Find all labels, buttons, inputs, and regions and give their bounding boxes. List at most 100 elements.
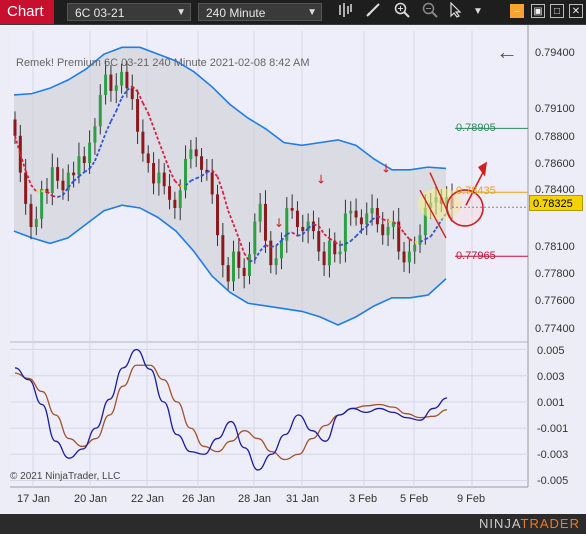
candle-body <box>317 231 321 252</box>
copyright-text: © 2021 NinjaTrader, LLC <box>10 471 121 482</box>
instrument-selector[interactable]: 6C 03-21 ▼ <box>67 3 191 21</box>
moving-average-segment <box>376 215 384 220</box>
tile-button[interactable]: ▣ <box>531 4 545 18</box>
band-fill <box>14 47 446 326</box>
candle-body <box>311 221 315 232</box>
moving-average-segment <box>30 184 38 193</box>
candle-body <box>263 203 267 241</box>
candle-body <box>82 156 86 164</box>
osc-tick: -0.005 <box>537 475 569 487</box>
moving-average-segment <box>120 89 128 99</box>
date-tick: 5 Feb <box>400 493 429 505</box>
candle-body <box>274 258 278 266</box>
moving-average-segment <box>237 237 246 254</box>
moving-average-segment <box>270 244 277 248</box>
candle-body <box>120 71 124 86</box>
candle-body <box>130 88 134 100</box>
candle-body <box>295 210 299 228</box>
candle-body <box>34 218 38 228</box>
candle-body <box>327 240 331 266</box>
drawing-tool-icon[interactable] <box>363 2 383 22</box>
moving-average-segment <box>297 233 304 237</box>
osc-tick: 0.005 <box>537 345 565 357</box>
moving-average-segment <box>206 169 213 174</box>
moving-average-segment <box>408 238 416 243</box>
pointer-icon[interactable] <box>446 1 466 22</box>
candle-body <box>152 163 156 184</box>
candle-body <box>98 94 102 127</box>
candle-body <box>306 221 310 232</box>
moving-average-segment <box>265 244 272 248</box>
candle-body <box>66 172 70 191</box>
minimize-button[interactable]: – <box>510 4 524 18</box>
candle-body <box>216 194 220 236</box>
upper-band-line <box>13 46 447 171</box>
moving-average-segment <box>24 170 32 186</box>
moving-average-segment <box>152 126 160 142</box>
moving-average-segment <box>221 191 230 211</box>
candle-body <box>157 172 161 184</box>
candle-body <box>13 119 17 136</box>
moving-average-segment <box>57 194 64 198</box>
current-price-badge: 0.78325 <box>529 195 583 211</box>
moving-average-segment <box>195 175 202 180</box>
moving-average-segment <box>424 235 432 241</box>
chart-canvas[interactable]: ↓ ↓ ↓ <box>0 25 586 534</box>
menu-dropdown-icon[interactable]: ▼ <box>473 6 483 17</box>
moving-average-segment <box>291 231 298 237</box>
moving-average-segment <box>52 195 58 198</box>
price-tick: 0.77400 <box>535 323 575 335</box>
candle-body <box>141 131 145 154</box>
moving-average-segment <box>360 225 368 232</box>
candle-body <box>258 203 262 222</box>
moving-average-segment <box>190 177 197 182</box>
moving-average-segment <box>419 238 426 243</box>
moving-average-segment <box>94 146 102 162</box>
bars-type-icon[interactable] <box>335 2 355 22</box>
moving-average-segment <box>136 91 144 104</box>
close-button[interactable]: ✕ <box>569 4 583 18</box>
moving-average-segment <box>323 233 330 239</box>
back-arrow-icon[interactable]: ← <box>496 39 518 64</box>
moving-average-segment <box>397 225 405 234</box>
chart-tab[interactable]: Chart <box>0 0 54 24</box>
candle-body <box>109 74 113 91</box>
moving-average-segment <box>403 232 411 240</box>
candle-body <box>370 207 374 214</box>
candle-body <box>226 265 230 282</box>
candle-body <box>178 190 182 208</box>
candle-body <box>232 251 235 282</box>
osc-tick: 0.003 <box>537 371 565 383</box>
candle-body <box>18 135 22 173</box>
moving-average-segment <box>350 235 357 242</box>
oscillator-panel <box>10 343 528 487</box>
zoom-out-icon[interactable] <box>420 2 440 22</box>
candle-body <box>338 251 342 255</box>
interval-selector[interactable]: 240 Minute ▼ <box>198 3 322 21</box>
candle-body <box>365 213 369 225</box>
candle-body <box>77 156 81 176</box>
date-tick: 3 Feb <box>349 493 378 505</box>
price-tick: 0.77800 <box>535 268 575 280</box>
osc-tick: 0.001 <box>537 397 565 409</box>
chart-area[interactable]: ↓ ↓ ↓ Remek! Premium 6C 03-21 240 Minute 2… <box>0 25 586 534</box>
zoom-in-icon[interactable] <box>392 2 412 22</box>
candle-body <box>104 74 108 95</box>
moving-average-segment <box>73 175 80 182</box>
price-tick: 0.78800 <box>535 131 575 143</box>
candle-body <box>125 71 129 89</box>
candle-body <box>210 172 214 195</box>
candle-body <box>279 240 283 259</box>
moving-average-segment <box>78 171 85 178</box>
moving-average-segment <box>147 112 155 128</box>
moving-average-segment <box>366 219 373 227</box>
moving-average-segment <box>19 153 27 172</box>
oscillator-fast-line <box>14 348 448 471</box>
maximize-button[interactable]: □ <box>550 4 564 18</box>
candle-body <box>242 267 246 277</box>
candle-body <box>354 210 358 218</box>
moving-average-segment <box>104 120 112 134</box>
down-arrow-marker: ↓ <box>274 216 284 230</box>
candle-body <box>184 158 188 191</box>
price-tick: 0.77600 <box>535 295 575 307</box>
